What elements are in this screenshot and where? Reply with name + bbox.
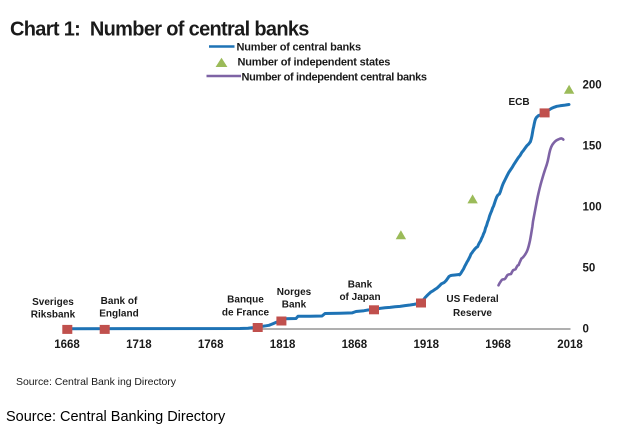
- svg-text:Number of central banks: Number of central banks: [237, 42, 361, 54]
- svg-text:Number of independent states: Number of independent states: [238, 57, 391, 69]
- svg-text:1918: 1918: [414, 339, 440, 351]
- svg-text:1668: 1668: [54, 339, 80, 351]
- svg-text:100: 100: [583, 202, 602, 214]
- svg-text:150: 150: [583, 141, 602, 153]
- svg-text:ECB: ECB: [508, 97, 529, 108]
- svg-text:2018: 2018: [557, 339, 583, 351]
- svg-text:Chart 1: Number of central ba: Chart 1: Number of central banks: [10, 19, 309, 41]
- svg-text:1968: 1968: [485, 339, 511, 351]
- svg-text:50: 50: [583, 263, 596, 275]
- svg-text:Source: Central Bank ing Direc: Source: Central Bank ing Directory: [16, 376, 177, 388]
- svg-text:200: 200: [583, 80, 602, 92]
- svg-text:0: 0: [583, 324, 589, 336]
- svg-text:1718: 1718: [126, 339, 152, 351]
- svg-text:Number of independent central: Number of independent central banks: [242, 72, 427, 84]
- svg-text:Source: Central Banking Direct: Source: Central Banking Directory: [6, 409, 226, 425]
- svg-text:1768: 1768: [198, 339, 224, 351]
- svg-text:1868: 1868: [342, 339, 368, 351]
- svg-text:1818: 1818: [270, 339, 296, 351]
